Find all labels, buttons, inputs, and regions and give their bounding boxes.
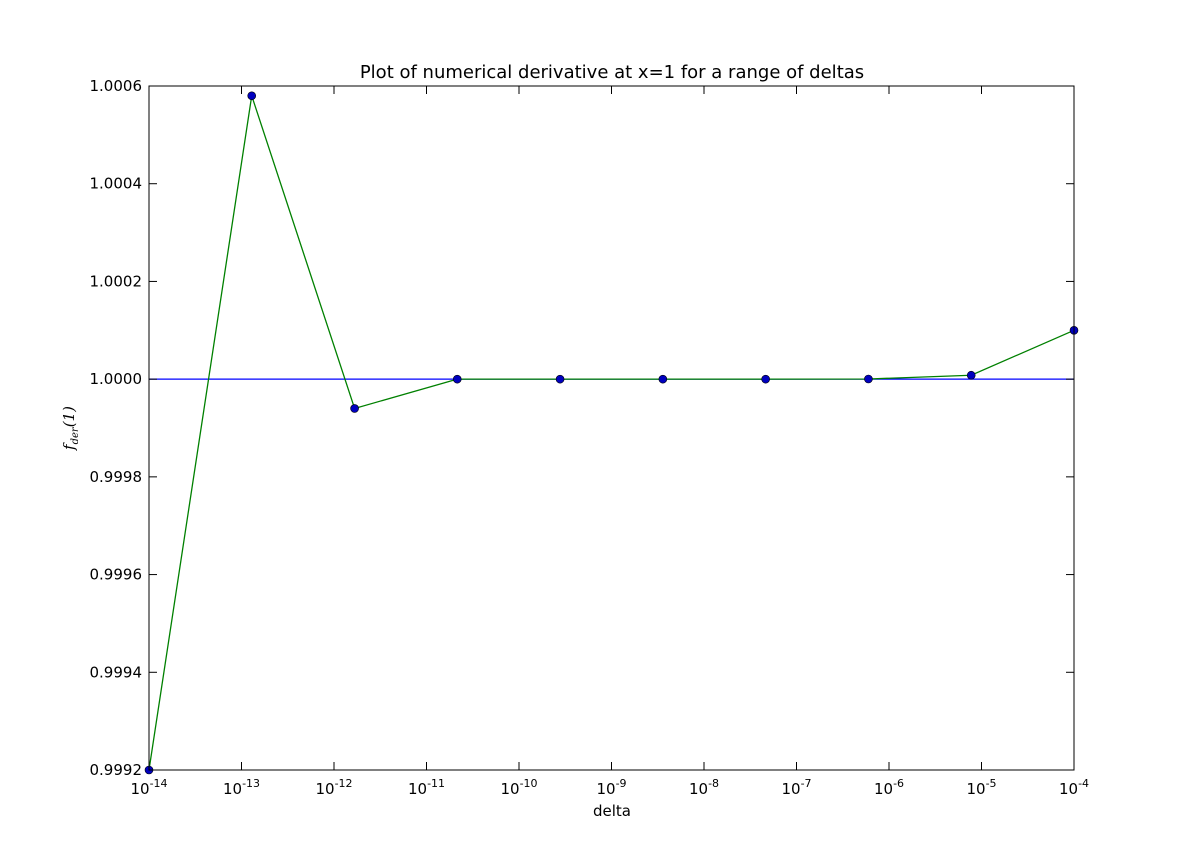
- data-point: [761, 374, 770, 384]
- x-tick-label: 10-8: [689, 777, 719, 798]
- x-tick-label: 10-13: [223, 777, 260, 798]
- y-tick-label: 1.0006: [90, 77, 143, 95]
- data-point: [864, 374, 873, 384]
- chart-title: Plot of numerical derivative at x=1 for …: [360, 62, 864, 83]
- y-tick-label: 0.9994: [90, 663, 143, 681]
- x-tick-label: 10-6: [874, 777, 904, 798]
- y-axis-label: fder(1): [60, 406, 81, 451]
- y-tick-label: 0.9996: [90, 566, 143, 584]
- data-point: [350, 404, 359, 413]
- x-tick-label: 10-14: [130, 777, 167, 798]
- data-point: [555, 374, 565, 384]
- y-axis-label-base: f: [60, 442, 78, 451]
- y-axis-label-sub: der: [70, 426, 81, 444]
- svg-text:fder(1): fder(1): [60, 406, 81, 451]
- x-tick-label: 10-9: [596, 777, 626, 798]
- x-axis-label: delta: [593, 802, 631, 820]
- y-axis-label-arg: (1): [60, 406, 78, 427]
- data-point: [658, 374, 668, 384]
- x-tick-label: 10-10: [500, 777, 537, 798]
- x-tick-label: 10-7: [781, 777, 811, 798]
- y-tick-label: 1.0000: [90, 370, 143, 388]
- x-tick-label: 10-11: [408, 777, 445, 798]
- y-tick-label: 1.0002: [90, 272, 143, 290]
- y-tick-label: 0.9992: [90, 761, 143, 779]
- x-tick-label: 10-5: [966, 777, 996, 798]
- x-tick-label: 10-4: [1059, 777, 1089, 798]
- data-point: [966, 370, 976, 380]
- data-point: [452, 374, 462, 384]
- plot-area: 10-14 10-13 10-12 10-11 10-10 10-9 10-8 10-7 10-…: [90, 77, 1090, 798]
- y-tick-label: 1.0004: [90, 175, 143, 193]
- y-tick-label: 0.9998: [90, 468, 143, 486]
- series-line: [148, 95, 1075, 771]
- x-tick-label: 10-12: [315, 777, 352, 798]
- data-point: [247, 91, 257, 101]
